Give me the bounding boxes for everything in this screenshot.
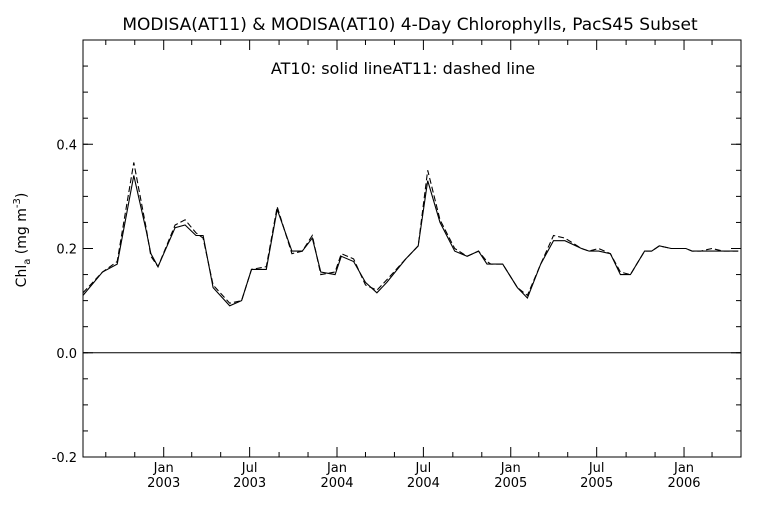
x-tick-year: 2003 bbox=[233, 476, 266, 491]
series-annotation: AT10: solid lineAT11: dashed line bbox=[271, 59, 535, 78]
y-tick-label: 0.4 bbox=[56, 138, 77, 153]
ylabel-unit-sup: -3 bbox=[12, 198, 23, 208]
x-tick-month: Jan bbox=[673, 461, 694, 476]
x-tick-month: Jul bbox=[241, 461, 258, 476]
x-tick-year: 2006 bbox=[667, 476, 700, 491]
chart-title: MODISA(AT11) & MODISA(AT10) 4-Day Chloro… bbox=[122, 15, 698, 35]
x-tick-month: Jan bbox=[326, 461, 347, 476]
y-tick-label: 0.0 bbox=[56, 347, 77, 362]
series-line-solid bbox=[82, 175, 739, 307]
annotation-dashed: AT11: dashed line bbox=[392, 59, 535, 78]
ylabel-unit-close: ) bbox=[14, 193, 30, 198]
y-tick-label: 0.2 bbox=[56, 243, 77, 258]
x-tick-month: Jan bbox=[500, 461, 521, 476]
x-tick-year: 2003 bbox=[147, 476, 180, 491]
x-tick-year: 2004 bbox=[407, 476, 440, 491]
x-tick-month: Jan bbox=[153, 461, 174, 476]
x-tick-year: 2005 bbox=[580, 476, 613, 491]
series-lines bbox=[82, 162, 739, 307]
series-line-dashed bbox=[82, 162, 739, 304]
x-tick-month: Jul bbox=[588, 461, 605, 476]
ylabel-main: Chl bbox=[14, 265, 30, 288]
y-tick-label: -0.2 bbox=[52, 451, 77, 466]
x-tick-year: 2005 bbox=[494, 476, 527, 491]
x-tick-month: Jul bbox=[415, 461, 432, 476]
annotation-solid: AT10: solid line bbox=[271, 59, 392, 78]
ylabel-sub: a bbox=[22, 259, 33, 265]
y-axis-label: Chla (mg m-3) bbox=[12, 193, 33, 288]
ylabel-unit: (mg m bbox=[14, 208, 30, 259]
svg-text:Chla (mg m-3): Chla (mg m-3) bbox=[12, 193, 33, 288]
x-tick-year: 2004 bbox=[320, 476, 353, 491]
plot-frame bbox=[82, 39, 742, 458]
axes: -0.20.00.20.4Jan2003Jul2003Jan2004Jul200… bbox=[52, 39, 741, 491]
